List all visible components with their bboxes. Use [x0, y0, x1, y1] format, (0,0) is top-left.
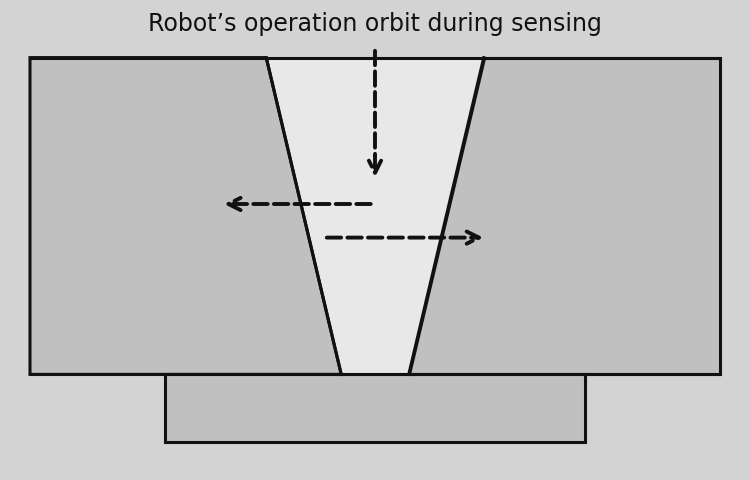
Polygon shape: [266, 58, 484, 374]
Polygon shape: [409, 58, 720, 374]
Polygon shape: [30, 58, 341, 374]
Bar: [165, 374, 585, 442]
Text: Robot’s operation orbit during sensing: Robot’s operation orbit during sensing: [148, 12, 602, 36]
